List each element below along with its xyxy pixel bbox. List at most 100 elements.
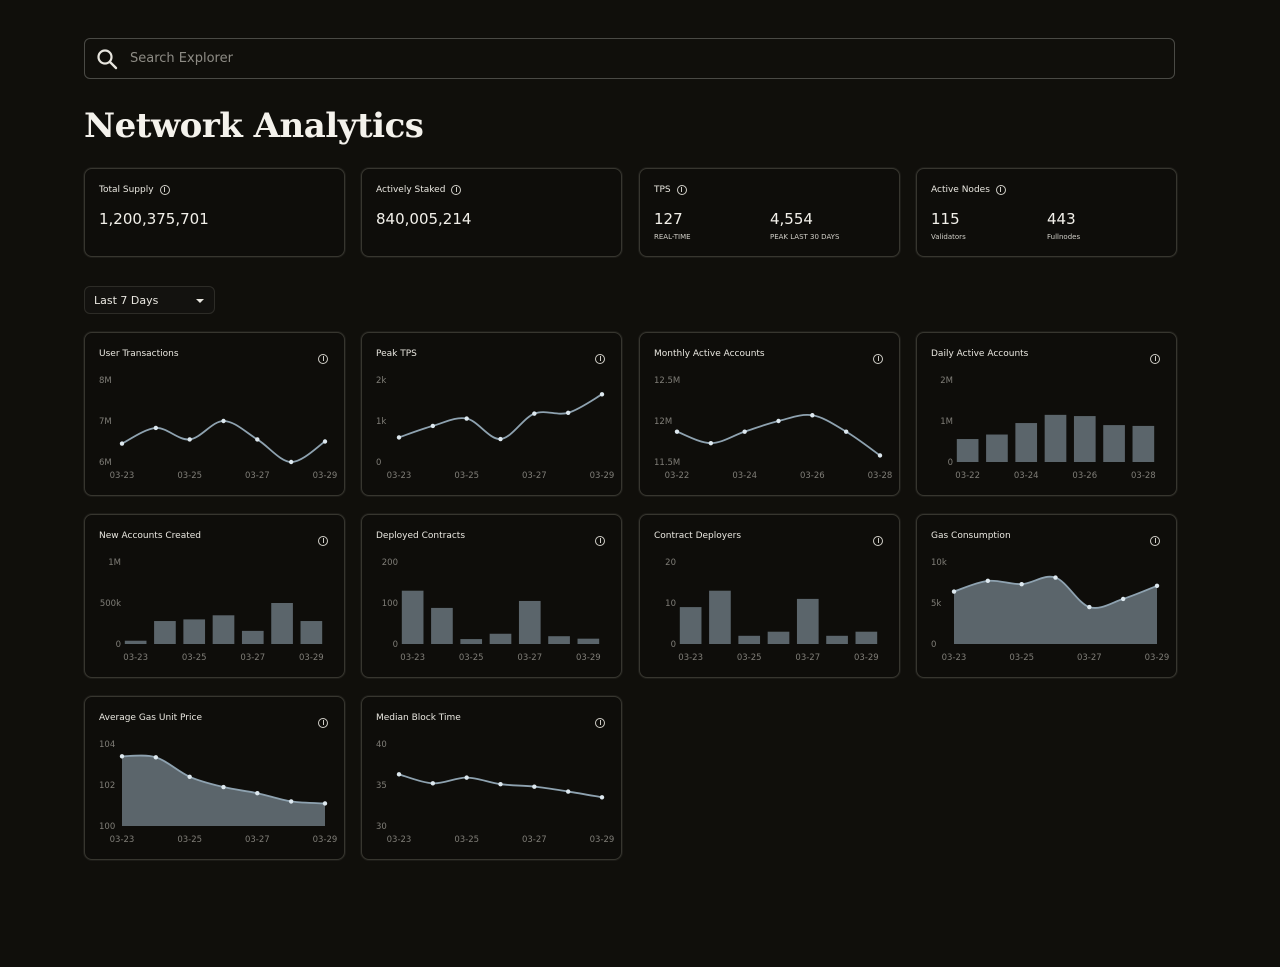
data-point[interactable]: [187, 774, 192, 779]
chart-info-button[interactable]: [1150, 349, 1160, 368]
data-point[interactable]: [255, 437, 260, 442]
data-point[interactable]: [255, 791, 260, 796]
bar[interactable]: [401, 590, 424, 644]
bar[interactable]: [767, 631, 790, 644]
data-point[interactable]: [599, 392, 605, 397]
chart-card-new-accounts-created: New Accounts Created 0 500k 1M 03-23 03-25 03-…: [84, 514, 345, 678]
chart-title: Deployed Contracts: [376, 531, 466, 541]
data-point[interactable]: [565, 789, 571, 794]
data-point[interactable]: [532, 784, 537, 789]
x-tick-label: 03-25: [177, 471, 202, 481]
bar[interactable]: [271, 603, 293, 644]
y-tick-label: 0: [116, 640, 121, 650]
data-point[interactable]: [708, 440, 714, 446]
data-point[interactable]: [1120, 596, 1126, 602]
bar[interactable]: [183, 619, 206, 644]
data-point[interactable]: [464, 416, 469, 421]
bar[interactable]: [460, 639, 483, 644]
info-icon[interactable]: [451, 185, 462, 195]
search-input[interactable]: [128, 50, 1174, 67]
data-point[interactable]: [119, 754, 125, 759]
data-point[interactable]: [396, 435, 402, 440]
bar[interactable]: [212, 615, 235, 644]
bar[interactable]: [489, 633, 512, 644]
chart-info-button[interactable]: [595, 349, 605, 368]
bar[interactable]: [300, 621, 323, 644]
data-point[interactable]: [221, 784, 226, 790]
chart-info-button[interactable]: [318, 349, 328, 368]
data-point[interactable]: [843, 429, 849, 434]
data-point[interactable]: [498, 436, 503, 442]
data-point[interactable]: [1053, 575, 1058, 580]
data-point[interactable]: [153, 755, 159, 760]
y-tick-label: 40: [376, 740, 387, 750]
x-tick-label: 03-23: [110, 835, 135, 845]
bar[interactable]: [154, 621, 176, 644]
data-point[interactable]: [742, 429, 747, 434]
chart-info-button[interactable]: [873, 531, 883, 550]
data-point[interactable]: [153, 425, 159, 431]
bar[interactable]: [796, 598, 819, 644]
info-icon: [873, 536, 883, 546]
data-point[interactable]: [1087, 604, 1092, 610]
info-icon[interactable]: [676, 185, 687, 195]
data-point[interactable]: [985, 578, 991, 584]
data-point[interactable]: [187, 437, 192, 442]
chart-info-button[interactable]: [318, 531, 328, 550]
data-point[interactable]: [322, 801, 328, 806]
bar[interactable]: [124, 640, 147, 644]
bar[interactable]: [709, 590, 731, 644]
data-point[interactable]: [119, 441, 125, 446]
bar[interactable]: [1132, 425, 1155, 462]
data-point[interactable]: [1019, 581, 1024, 587]
data-point[interactable]: [810, 413, 815, 418]
data-point[interactable]: [776, 418, 781, 424]
info-icon: [595, 718, 605, 728]
y-tick-label: 10: [665, 599, 676, 609]
bar[interactable]: [826, 635, 848, 644]
time-range-dropdown[interactable]: Last 7 Days: [84, 286, 215, 314]
data-point[interactable]: [288, 799, 294, 804]
bar[interactable]: [1015, 423, 1038, 462]
y-tick-label: 35: [376, 781, 387, 791]
data-point[interactable]: [877, 453, 883, 458]
data-point[interactable]: [1154, 583, 1160, 588]
bar[interactable]: [241, 630, 264, 644]
info-icon[interactable]: [995, 185, 1006, 195]
stat-card-tps: TPS 127 REAL-TIME 4,554 PEAK LAST 30 DAY…: [639, 168, 900, 257]
bar[interactable]: [986, 434, 1008, 462]
data-point[interactable]: [532, 411, 537, 416]
bar[interactable]: [738, 635, 761, 644]
data-point[interactable]: [674, 429, 680, 434]
stat-value-secondary: 4,554: [770, 210, 813, 228]
bar[interactable]: [518, 600, 541, 644]
data-point[interactable]: [430, 781, 436, 786]
data-point[interactable]: [565, 410, 571, 415]
bar[interactable]: [1103, 425, 1125, 462]
search-bar[interactable]: [84, 38, 1175, 79]
data-point[interactable]: [288, 459, 294, 465]
bar[interactable]: [431, 607, 453, 644]
data-point[interactable]: [498, 781, 503, 787]
bar[interactable]: [577, 638, 600, 644]
data-point[interactable]: [464, 775, 469, 780]
bar[interactable]: [1044, 414, 1067, 462]
data-point[interactable]: [430, 423, 436, 429]
bar[interactable]: [679, 607, 702, 644]
data-point[interactable]: [396, 772, 402, 777]
data-point[interactable]: [599, 795, 605, 800]
chart-info-button[interactable]: [873, 349, 883, 368]
bar[interactable]: [855, 631, 878, 644]
chart-info-button[interactable]: [595, 531, 605, 550]
data-point[interactable]: [221, 418, 226, 424]
data-point[interactable]: [322, 439, 328, 444]
chart-info-button[interactable]: [318, 713, 328, 732]
series-line: [121, 420, 326, 463]
bar[interactable]: [1073, 416, 1096, 462]
bar[interactable]: [956, 439, 979, 462]
chart-info-button[interactable]: [1150, 531, 1160, 550]
data-point[interactable]: [951, 589, 957, 594]
bar[interactable]: [548, 636, 570, 644]
info-icon[interactable]: [159, 185, 170, 195]
chart-info-button[interactable]: [595, 713, 605, 732]
